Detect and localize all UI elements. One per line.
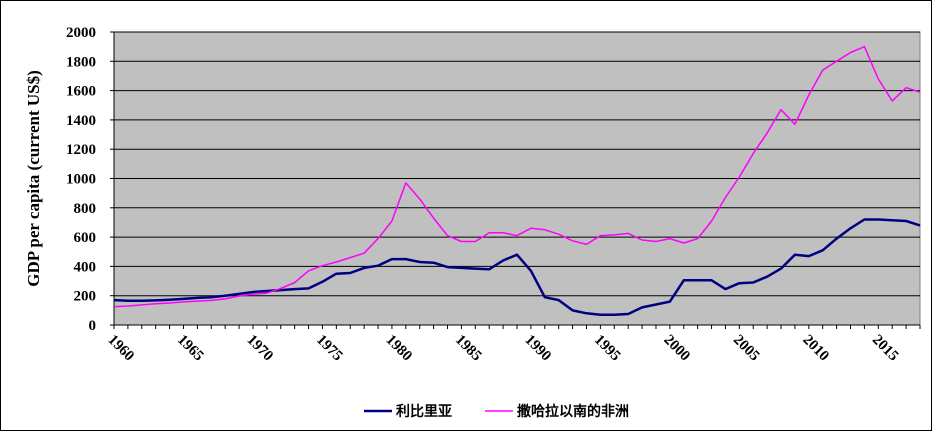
x-tick-label: 2015 [869,332,902,365]
x-tick-label: 1990 [521,332,554,365]
x-tick-label: 1960 [105,332,138,365]
x-tick-labels: 1960 1965 1970 1975 1980 1985 1990 1995 2000 2005… [105,332,902,365]
y-tick-label: 1800 [66,54,96,70]
x-tick-label: 1995 [591,332,624,365]
legend-label: 撒哈拉以南的非洲 [517,403,629,420]
series-line-1 [113,218,921,316]
y-tick-label: 600 [74,230,97,246]
y-tick-label: 800 [74,201,97,217]
y-tick-label: 200 [74,289,97,305]
x-tick-label: 2010 [799,332,832,365]
y-axis-label: GDP per capita (current US$) [24,70,43,287]
legend: 利比里亚 撒哈拉以南的非洲 [364,403,629,420]
axes [110,31,921,329]
y-tick-label: 400 [74,259,97,275]
x-tick-label: 1970 [244,332,277,365]
x-tick-label: 1975 [313,332,346,365]
y-tick-label: 0 [89,318,97,334]
x-tick-label: 1980 [382,332,415,365]
series-layer [113,45,921,316]
x-tick-label: 1965 [174,332,207,365]
x-tick-label: 1985 [452,332,485,365]
y-tick-label: 2000 [66,25,96,41]
series-line-2 [113,45,921,308]
y-tick-label: 1000 [66,172,96,188]
legend-label: 利比里亚 [396,403,452,420]
x-tick-label: 2000 [660,332,693,365]
y-tick-label: 1200 [66,142,96,158]
y-tick-labels: 0 200 400 600 800 1000 1200 1400 1600 1800 2000 [66,25,96,334]
y-tick-label: 1400 [66,113,96,129]
y-tick-label: 1600 [66,84,96,100]
x-tick-label: 2005 [730,332,763,365]
